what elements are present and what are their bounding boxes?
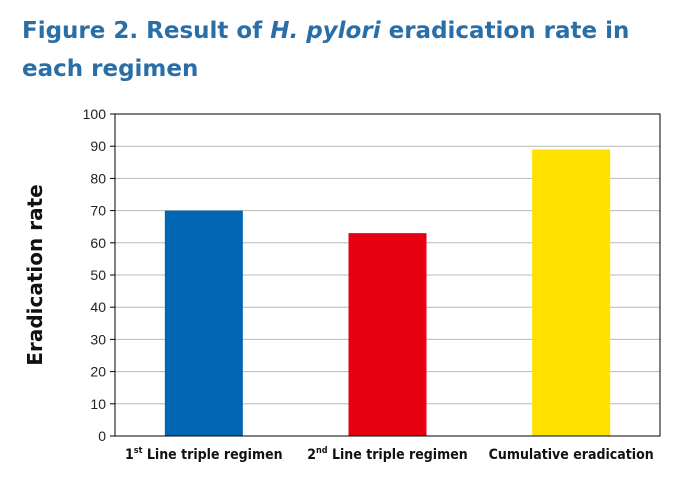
- x-category-label: 2nd Line triple regimen: [307, 446, 467, 463]
- y-tick-label: 30: [90, 331, 106, 347]
- y-tick-label: 80: [90, 170, 106, 186]
- y-tick-label: 40: [90, 299, 106, 315]
- x-category-label: 1st Line triple regimen: [125, 446, 283, 463]
- y-tick-label: 10: [90, 396, 106, 412]
- title-suffix: eradication rate in each regimen: [22, 18, 630, 82]
- bar-2: [348, 233, 427, 436]
- chart-title: Figure 2. Result of H. pylori eradicatio…: [22, 12, 682, 88]
- y-tick-label: 50: [90, 267, 106, 283]
- bar-1: [164, 210, 243, 436]
- y-tick-label: 90: [90, 138, 106, 154]
- y-axis-label: Eradication rate: [23, 184, 47, 365]
- y-tick-label: 100: [83, 106, 107, 122]
- y-tick-label: 0: [98, 428, 106, 444]
- x-category-label: Cumulative eradication: [489, 447, 654, 463]
- title-italic: H. pylori: [270, 18, 381, 44]
- y-axis-ticks: 0 10 20 30 40 50 60 70 80 90 100: [83, 106, 115, 444]
- bars: [164, 149, 611, 437]
- x-axis-categories: 1st Line triple regimen 2nd Line triple r…: [125, 446, 654, 463]
- y-tick-label: 20: [90, 364, 106, 380]
- title-prefix: Figure 2. Result of: [22, 18, 271, 44]
- bar-3: [532, 149, 611, 437]
- y-tick-label: 60: [90, 235, 106, 251]
- y-tick-label: 70: [90, 203, 106, 219]
